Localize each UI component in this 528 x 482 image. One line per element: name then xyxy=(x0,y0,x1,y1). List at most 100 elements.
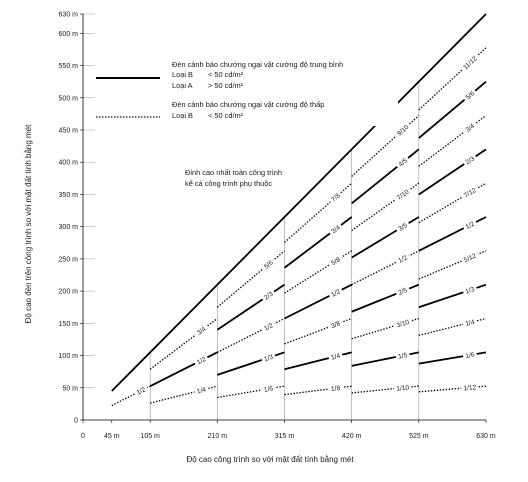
fraction-label-background xyxy=(462,316,478,328)
y-tick-label: 500 m xyxy=(59,95,79,102)
x-tick-label: 45 m xyxy=(104,433,120,440)
fraction-label-background xyxy=(327,189,344,205)
fraction-label: 7/12 xyxy=(460,184,480,201)
annotation-background xyxy=(180,166,308,188)
fraction-label-background xyxy=(460,184,480,201)
fraction-label-background xyxy=(393,316,413,330)
fraction-label: 2/5 xyxy=(394,284,411,297)
legend-medium-a-value: > 50 cd/m² xyxy=(208,81,244,90)
fraction-label-text: 1/2 xyxy=(263,322,275,333)
fraction-label-background xyxy=(393,382,412,393)
fraction-label: 3/5 xyxy=(394,219,411,234)
fraction-label: 1/2 xyxy=(260,319,277,333)
fraction-label-background xyxy=(193,353,209,367)
y-tick-label: 250 m xyxy=(59,256,79,263)
fraction-label: 1/2 xyxy=(132,383,149,398)
fraction-label-text: 1/6 xyxy=(263,385,274,393)
dotted-series-line xyxy=(351,250,420,286)
x-axis-title: Độ cao công trình so với mặt đất tính bằ… xyxy=(186,455,354,464)
dotted-series-line xyxy=(217,385,285,399)
fraction-label: 5/8 xyxy=(327,253,344,268)
dotted-series-line xyxy=(418,182,487,224)
legend-low-title: Đèn cảnh báo chướng ngại vật cường độ th… xyxy=(172,100,324,109)
annotation-line-1: Đỉnh cao nhất toàn công trình xyxy=(185,168,282,177)
fraction-label-text: 1/2 xyxy=(397,254,409,265)
fraction-label-background xyxy=(260,287,277,303)
dotted-series-line xyxy=(351,385,419,394)
fraction-label: 1/4 xyxy=(327,350,344,362)
fraction-label: 3/10 xyxy=(393,316,413,330)
fraction-label-text: 1/8 xyxy=(331,385,341,393)
envelope-line xyxy=(111,13,487,392)
fraction-label-background xyxy=(260,256,276,272)
y-tick-label: 550 m xyxy=(59,63,79,70)
legend-low-b-value: < 50 cd/m² xyxy=(208,111,244,120)
fraction-label-text: 1/12 xyxy=(463,384,477,392)
fraction-label-background xyxy=(394,251,411,266)
dotted-series-line xyxy=(284,182,353,243)
fraction-label-text: 1/2 xyxy=(330,288,342,299)
fraction-label: 1/3 xyxy=(461,283,478,296)
legend-medium-title: Đèn cảnh báo chướng ngại vật cường độ tr… xyxy=(172,60,343,69)
fraction-label-text: 1/6 xyxy=(465,352,476,360)
fraction-label: 2/3 xyxy=(461,152,478,167)
annotation-line-2: kể cả công trình phụ thuộc xyxy=(185,179,272,188)
y-tick-label: 100 m xyxy=(59,353,79,360)
fraction-label: 1/6 xyxy=(260,383,276,394)
dotted-series-line xyxy=(284,250,353,294)
fraction-label-text: 7/8 xyxy=(330,192,342,204)
fraction-label-text: 3/10 xyxy=(396,319,411,330)
y-axis-title: Độ cao đèn trên công trình so với mặt đấ… xyxy=(24,124,33,323)
fraction-label-text: 3/8 xyxy=(330,320,341,330)
fraction-label-background xyxy=(393,185,412,203)
fraction-label: 1/10 xyxy=(393,382,412,393)
ticks-layer: 0 45 m 105 m 210 m 315 m 420 m 525 m 630 m 0 50 m… xyxy=(59,12,496,441)
fraction-label-text: 5/8 xyxy=(330,256,342,267)
legend-low-b-label: Loại B xyxy=(172,111,193,120)
fraction-label: 1/2 xyxy=(461,217,478,232)
fraction-label-background xyxy=(461,217,478,232)
fraction-label: 3/4 xyxy=(327,221,344,237)
fraction-label-background xyxy=(461,283,478,296)
fraction-label-background xyxy=(394,154,411,170)
fraction-label-background xyxy=(394,284,411,297)
fraction-label: 1/4 xyxy=(193,384,209,396)
fraction-label-text: 3/4 xyxy=(330,224,342,235)
fraction-label-text: 4/5 xyxy=(397,157,409,168)
y-tick-label: 450 m xyxy=(59,128,79,135)
fraction-label-background xyxy=(260,351,277,364)
fraction-label: 7/10 xyxy=(393,185,412,203)
fraction-label: 2/3 xyxy=(260,287,277,303)
x-tick-label: 210 m xyxy=(208,433,228,440)
fraction-label-background xyxy=(192,322,209,338)
fraction-label-text: 2/5 xyxy=(397,287,408,297)
fraction-label-background xyxy=(461,119,478,135)
fraction-label-background xyxy=(132,383,149,398)
fraction-label: 1/4 xyxy=(462,316,478,328)
fraction-label-text: 3/5 xyxy=(397,222,409,233)
fraction-label-text: 1/2 xyxy=(196,356,208,367)
y-tick-label: 400 m xyxy=(59,160,79,167)
fraction-label: 1/2 xyxy=(193,353,209,367)
x-tick-label: 525 m xyxy=(409,433,429,440)
x-tick-label: 630 m xyxy=(476,433,496,440)
dotted-series-line xyxy=(216,250,285,308)
fraction-label: 1/8 xyxy=(328,382,343,393)
fraction-label-text: 2/3 xyxy=(263,291,275,302)
legend-medium-b-label: Loại B xyxy=(172,70,193,79)
fraction-label: 3/8 xyxy=(327,317,344,331)
dotted-series-line xyxy=(149,317,218,370)
annotation: Đỉnh cao nhất toàn công trình kể cả công… xyxy=(180,166,308,188)
fraction-label: 1/2 xyxy=(327,285,344,300)
fraction-label-text: 1/2 xyxy=(465,220,477,231)
fraction-label-text: 1/10 xyxy=(396,384,410,392)
fraction-label: 5/6 xyxy=(260,256,276,272)
fraction-label-text: 1/4 xyxy=(330,353,341,362)
fraction-label: 3/4 xyxy=(192,322,209,338)
y-tick-label: 630 m xyxy=(59,12,79,19)
dotted-series-line xyxy=(217,317,285,353)
line-labels-layer: 1/2 1/4 1/2 3/4 1/6 1/3 1/2 2/3 5/6 1/8 1/4 3/8 1/2 5… xyxy=(132,52,480,398)
x-tick-label: 315 m xyxy=(275,433,295,440)
